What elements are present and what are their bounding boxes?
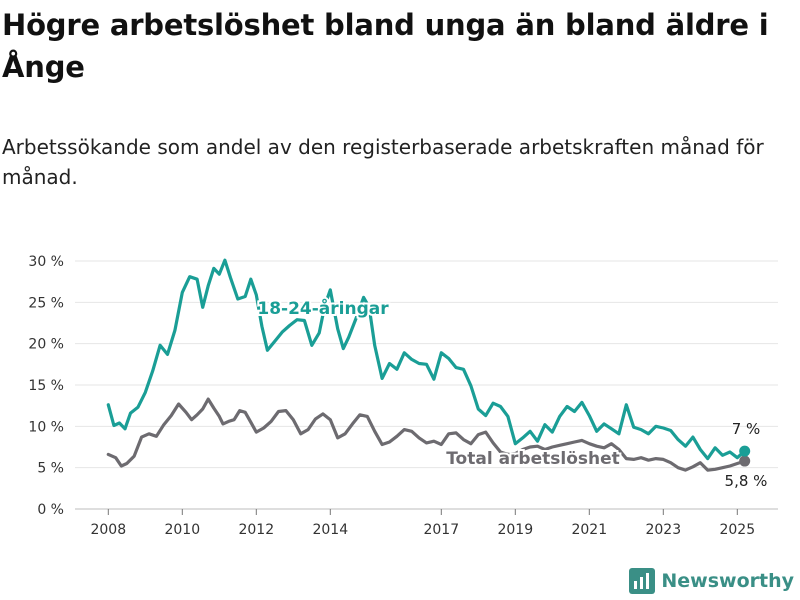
series-label-youth: 18-24-åringar [257,297,389,319]
end-value-total: 5,8 % [725,472,768,490]
x-tick-label: 2014 [312,522,348,538]
x-tick-label: 2010 [164,522,200,538]
x-tick-label: 2021 [571,522,607,538]
y-tick-label: 20 % [28,337,64,353]
brand-logo: Newsworthy [629,568,794,594]
newsworthy-logo-icon [629,568,656,594]
series-label-total: Total arbetslöshet [446,449,620,469]
series-end-point [739,455,751,467]
page-subtitle: Arbetssökande som andel av den registerb… [2,135,764,189]
y-tick-label: 10 % [28,419,64,435]
y-tick-label: 0 % [37,502,64,518]
x-tick-label: 2023 [645,522,681,538]
y-tick-label: 25 % [28,295,64,311]
x-tick-label: 2019 [497,522,533,538]
y-axis-ticks: 0 % 5 % 10 % 15 % 20 % 25 % 30 % [28,254,64,518]
series-line-1 [106,397,747,472]
x-axis: 2008 2010 2012 2014 2017 2019 2021 2023 2025 [90,509,755,538]
series-line-0 [106,258,747,461]
series-group [106,258,751,472]
y-tick-label: 30 % [28,254,64,270]
page-title: Högre arbetslöshet bland unga än bland ä… [2,8,769,84]
x-tick-label: 2008 [90,522,126,538]
x-tick-label: 2017 [423,522,459,538]
y-tick-label: 5 % [37,461,64,477]
end-value-youth: 7 % [732,420,761,438]
series-labels: 18-24-åringar Total arbetslöshet 7 % 5,8 % [255,295,768,490]
x-tick-label: 2025 [719,522,755,538]
brand-name: Newsworthy [661,570,794,592]
series-end-point [739,445,751,457]
y-tick-label: 15 % [28,378,64,394]
x-tick-label: 2012 [238,522,274,538]
